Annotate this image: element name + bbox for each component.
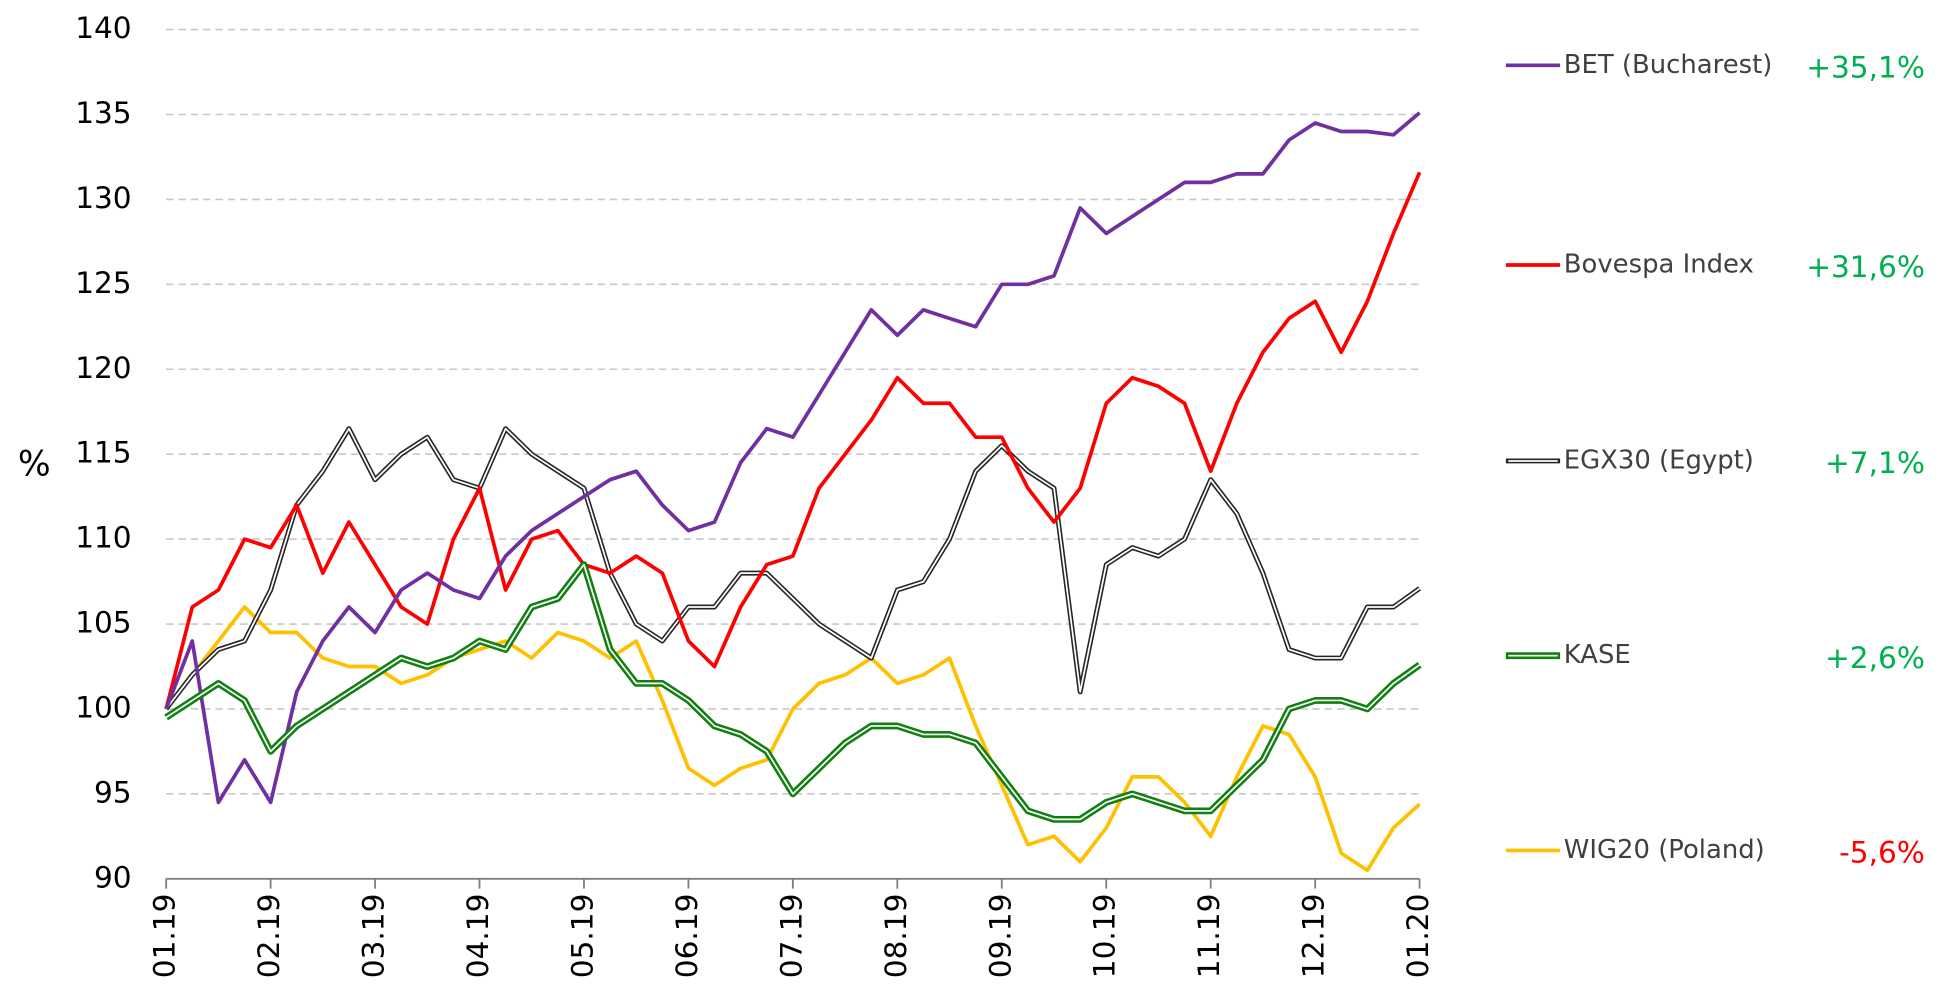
x-tick-label: 10.19 — [1088, 894, 1122, 979]
x-tick-label: 02.19 — [252, 894, 286, 979]
legend-label: KASE — [1564, 640, 1631, 670]
series-line — [164, 561, 1422, 823]
legend-label: EGX30 (Egypt) — [1564, 445, 1754, 475]
y-tick-label: 105 — [75, 606, 131, 640]
y-tick-label: 110 — [75, 521, 131, 555]
y-tick-label: 140 — [75, 11, 131, 45]
x-tick-label: 04.19 — [461, 894, 495, 979]
legend-label: BET (Bucharest) — [1564, 50, 1773, 80]
y-tick-label: 90 — [94, 860, 132, 894]
legend-label: Bovespa Index — [1564, 249, 1754, 279]
legend-change: -5,6% — [1839, 836, 1925, 870]
x-tick-label: 05.19 — [565, 894, 599, 979]
legend-change: +31,6% — [1806, 250, 1925, 284]
x-tick-label: 01.19 — [148, 894, 182, 979]
x-tick-label: 03.19 — [357, 894, 391, 979]
y-tick-label: 135 — [75, 96, 131, 130]
legend-change: +2,6% — [1825, 641, 1925, 675]
legend-label: WIG20 (Poland) — [1564, 835, 1765, 865]
y-tick-label: 130 — [75, 181, 131, 215]
x-tick-label: 11.19 — [1192, 894, 1226, 979]
x-tick-label: 08.19 — [879, 894, 913, 979]
x-tick-label: 09.19 — [983, 894, 1017, 979]
legend-change: +35,1% — [1806, 51, 1925, 85]
x-tick-label: 01.20 — [1401, 894, 1435, 979]
y-tick-label: 125 — [75, 266, 131, 300]
series-line-inner — [165, 563, 1421, 821]
y-tick-label: 115 — [75, 436, 131, 470]
y-tick-label: 120 — [75, 351, 131, 385]
x-tick-label: 12.19 — [1297, 894, 1331, 979]
series-line-inner — [165, 427, 1421, 710]
series-line — [164, 111, 1421, 805]
y-tick-label: 100 — [75, 690, 131, 724]
series-line — [164, 171, 1422, 710]
x-tick-label: 07.19 — [774, 894, 808, 979]
series-line — [164, 605, 1421, 873]
x-tick-label: 06.19 — [670, 894, 704, 979]
y-axis-label: % — [18, 444, 51, 484]
legend-change: +7,1% — [1825, 446, 1925, 480]
y-tick-label: 95 — [94, 775, 132, 809]
